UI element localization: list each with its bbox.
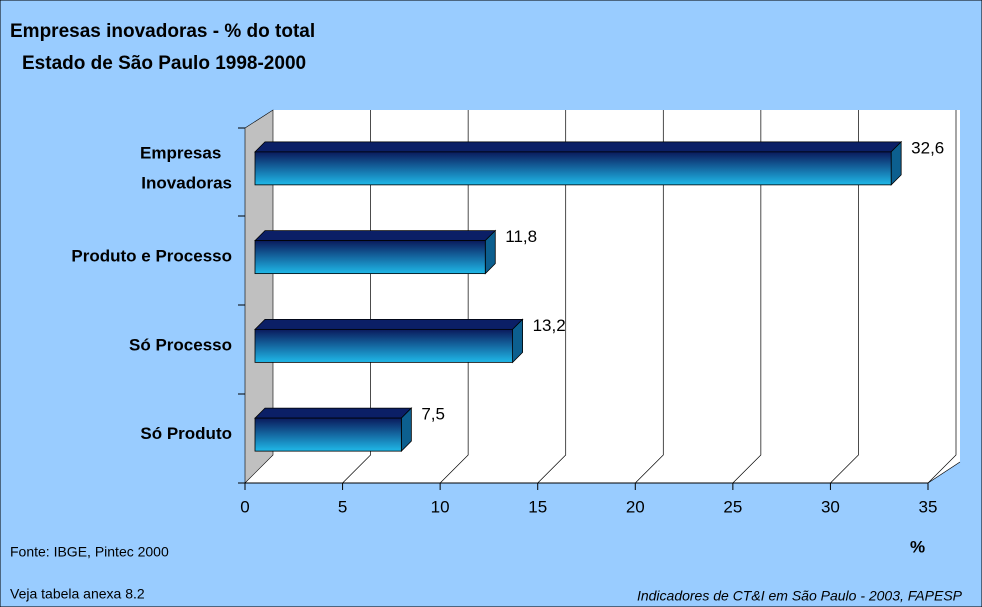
grid-line (537, 110, 567, 484)
bar-top (254, 141, 903, 153)
plot-area (245, 110, 960, 483)
grid-line (635, 110, 664, 484)
x-tick-label: 15 (528, 497, 547, 516)
data-label: 32,6 (911, 138, 944, 157)
grid-line (439, 110, 469, 484)
chart-subtitle: Estado de São Paulo 1998-2000 (22, 53, 306, 74)
x-axis-label: % (910, 537, 925, 556)
bar-top (254, 230, 497, 242)
credit: Indicadores de CT&I em São Paulo - 2003,… (637, 588, 963, 604)
x-tick-label: 35 (919, 497, 938, 516)
note: Veja tabela anexa 8.2 (10, 586, 145, 602)
grid-line (732, 110, 762, 484)
floor-edge (927, 461, 961, 484)
bar-top (254, 318, 524, 330)
bar (254, 240, 486, 275)
bar (254, 328, 513, 363)
bar-top (254, 407, 413, 419)
grid-line (342, 110, 371, 484)
data-label: 13,2 (533, 316, 566, 335)
chart-title: Empresas inovadoras - % do total (10, 21, 315, 42)
source: Fonte: IBGE, Pintec 2000 (10, 544, 169, 560)
bar (254, 417, 402, 452)
side-wall (244, 109, 274, 484)
y-tick-label: Produto e Processo (71, 247, 232, 266)
bar (254, 151, 892, 186)
x-tick-label: 30 (821, 497, 840, 516)
data-label: 7,5 (421, 405, 445, 424)
y-tick-label: Só Processo (129, 335, 232, 354)
x-tick-label: 20 (626, 497, 645, 516)
x-tick-label: 5 (338, 497, 347, 516)
y-tick-label: Só Produto (140, 424, 232, 443)
data-label: 11,8 (505, 227, 537, 246)
x-tick-label: 0 (240, 497, 249, 516)
grid-line (927, 110, 957, 484)
category-ticks (238, 127, 245, 484)
grid-line (830, 110, 859, 484)
x-tick-label: 25 (723, 497, 742, 516)
x-tick-label: 10 (431, 497, 450, 516)
y-tick-label: Empresas Inovadoras (140, 144, 232, 193)
